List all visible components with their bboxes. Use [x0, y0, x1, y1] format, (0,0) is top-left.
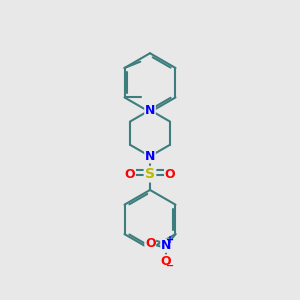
Text: N: N — [145, 150, 155, 163]
Text: O: O — [125, 168, 135, 181]
Text: O: O — [145, 237, 156, 250]
Text: +: + — [166, 235, 174, 245]
Text: O: O — [165, 168, 175, 181]
Text: O: O — [161, 255, 171, 268]
Text: N: N — [161, 239, 171, 252]
Text: S: S — [145, 167, 155, 181]
Text: N: N — [145, 103, 155, 116]
Text: −: − — [166, 261, 174, 271]
